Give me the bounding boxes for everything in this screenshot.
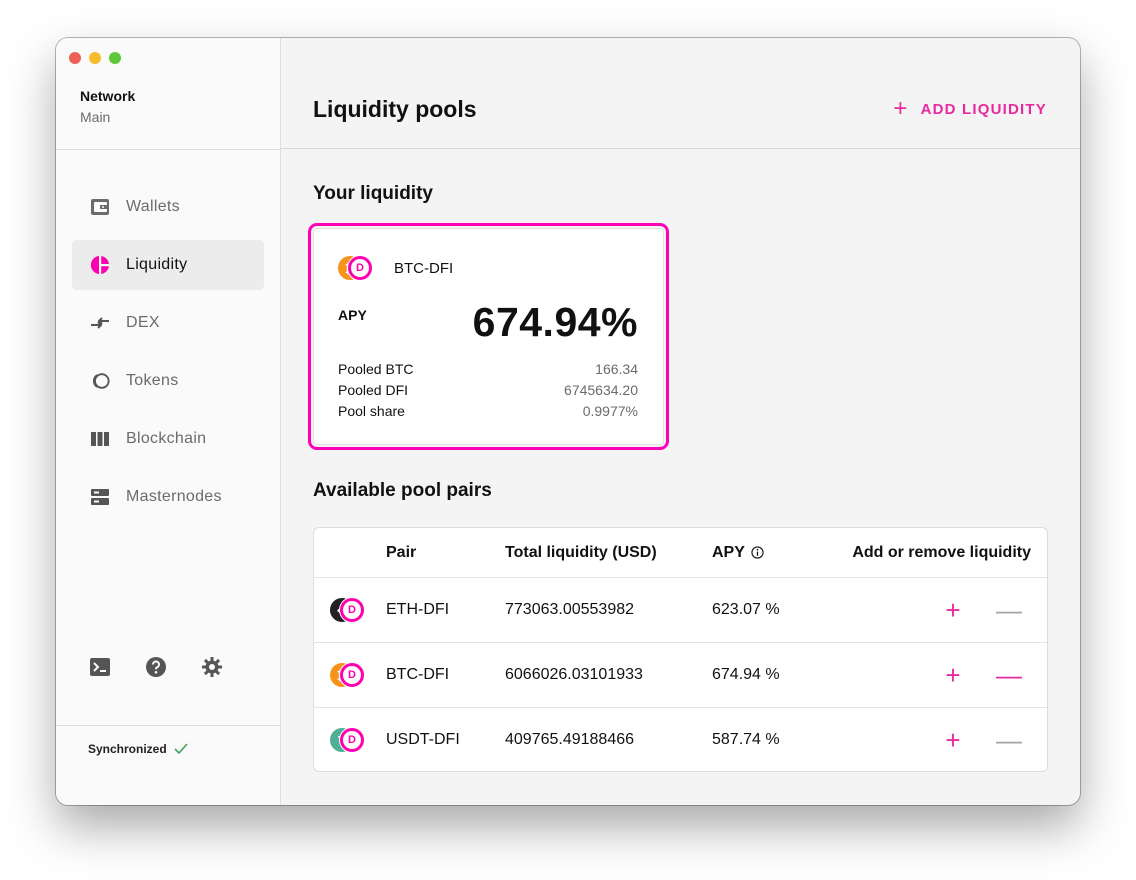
close-window-button[interactable] [69,52,81,64]
table-row: ₿ D BTC-DFI 6066026.03101933 674.94 % + … [314,642,1047,707]
network-selector[interactable]: Network Main [80,88,135,125]
row-actions: + — [931,643,1031,707]
gear-icon[interactable] [202,657,222,677]
stat-row: Pool share 0.9977% [338,403,638,424]
sidebar-divider [56,149,281,150]
usdt-dfi-pair-icon: T D [330,708,364,771]
column-header-pair: Pair [386,543,417,561]
table-header: Pair Total liquidity (USD) APY Add or re… [314,528,1047,577]
sidebar-item-label: Blockchain [126,430,207,447]
row-actions: + — [931,708,1031,771]
stat-row: Pooled DFI 6745634.20 [338,382,638,403]
sidebar-item-masternodes[interactable]: Masternodes [72,472,264,522]
remove-liquidity-row-button[interactable]: — [996,659,1022,690]
zoom-window-button[interactable] [109,52,121,64]
sidebar-item-dex[interactable]: DEX [72,298,264,348]
pair-name: ETH-DFI [386,601,450,618]
stat-label: Pool share [338,403,405,419]
row-actions: + — [931,578,1031,642]
column-header-apy: APY [712,528,764,577]
table-row: ◆ D ETH-DFI 773063.00553982 623.07 % + — [314,577,1047,642]
apy-value: 674.94% [472,299,638,345]
wallet-icon [90,197,110,217]
sidebar-item-label: Wallets [126,198,180,215]
network-label: Network [80,88,136,104]
dfi-coin-icon: D [340,728,364,752]
total-liquidity: 409765.49188466 [505,731,635,748]
apy-cell: 587.74 % [712,731,780,748]
blockchain-icon [90,429,110,449]
add-liquidity-row-button[interactable]: + [945,594,961,625]
minimize-window-button[interactable] [89,52,101,64]
sidebar-item-tokens[interactable]: Tokens [72,356,264,406]
dfi-coin-icon: D [340,663,364,687]
dfi-coin-icon: D [340,598,364,622]
pool-pairs-table: Pair Total liquidity (USD) APY Add or re… [313,527,1048,772]
sync-status: Synchronized [88,742,188,756]
sidebar: Network Main Wallets Liquidity D [56,38,281,805]
column-header-actions: Add or remove liquidity [852,543,1031,561]
stat-value: 6745634.20 [564,382,638,398]
total-liquidity: 773063.00553982 [505,601,635,618]
stat-value: 0.9977% [582,403,638,419]
sidebar-item-liquidity[interactable]: Liquidity [72,240,264,290]
sidebar-nav: Wallets Liquidity DEX Tokens [72,182,264,530]
apy-cell: 623.07 % [712,601,780,618]
page-title: Liquidity pools [313,96,477,122]
dfi-coin-icon: D [348,256,372,280]
remove-liquidity-row-button[interactable]: — [996,594,1022,625]
eth-dfi-pair-icon: ◆ D [330,578,364,642]
sidebar-footer-divider [56,725,281,726]
plus-icon: + [893,95,909,122]
btc-dfi-pair-icon: ₿ D [338,256,372,280]
add-liquidity-row-button[interactable]: + [945,724,961,755]
stat-label: Pooled DFI [338,382,409,398]
card-header: ₿ D BTC-DFI [338,256,453,280]
stat-row: Pooled BTC 166.34 [338,361,638,382]
pool-card-btc-dfi[interactable]: ₿ D BTC-DFI APY 674.94% Pooled BTC 166.3… [308,223,669,450]
stat-value: 166.34 [595,361,638,377]
sidebar-item-label: Liquidity [126,256,188,273]
sync-status-label: Synchronized [88,742,167,756]
add-liquidity-button[interactable]: + ADD LIQUIDITY [893,95,1047,122]
add-liquidity-row-button[interactable]: + [945,659,961,690]
remove-liquidity-row-button[interactable]: — [996,724,1022,755]
window-controls [69,52,121,64]
server-icon [90,487,110,507]
terminal-icon[interactable] [90,657,110,677]
apy-label: APY [338,307,367,323]
swap-arrows-icon [90,313,110,333]
available-pools-title: Available pool pairs [313,480,492,501]
liquidity-icon [90,255,110,275]
column-header-total-liquidity: Total liquidity (USD) [505,543,657,561]
add-liquidity-label: ADD LIQUIDITY [920,100,1047,118]
total-liquidity: 6066026.03101933 [505,666,643,683]
btc-dfi-pair-icon: ₿ D [330,643,364,707]
pair-name: USDT-DFI [386,731,460,748]
pair-name: BTC-DFI [386,666,450,683]
column-header-apy-label: APY [712,543,745,561]
sidebar-item-wallets[interactable]: Wallets [72,182,264,232]
sidebar-item-label: Tokens [126,372,179,389]
pool-stats: Pooled BTC 166.34 Pooled DFI 6745634.20 … [338,361,638,424]
tokens-icon [90,371,110,391]
info-icon[interactable] [751,546,764,559]
app-window: Network Main Wallets Liquidity D [56,38,1080,805]
sidebar-item-label: Masternodes [126,488,222,505]
sidebar-item-label: DEX [126,314,160,331]
stat-label: Pooled BTC [338,361,414,377]
apy-cell: 674.94 % [712,666,780,683]
sidebar-item-blockchain[interactable]: Blockchain [72,414,264,464]
card-pair-name: BTC-DFI [394,259,454,277]
table-row: T D USDT-DFI 409765.49188466 587.74 % + … [314,707,1047,771]
help-icon[interactable] [146,657,166,677]
check-icon [174,743,188,755]
sidebar-utility-icons [90,657,222,677]
network-value: Main [80,109,111,125]
main-content: Liquidity pools + ADD LIQUIDITY Your liq… [281,38,1080,805]
page-header: Liquidity pools + ADD LIQUIDITY [281,38,1080,149]
your-liquidity-title: Your liquidity [313,183,433,204]
